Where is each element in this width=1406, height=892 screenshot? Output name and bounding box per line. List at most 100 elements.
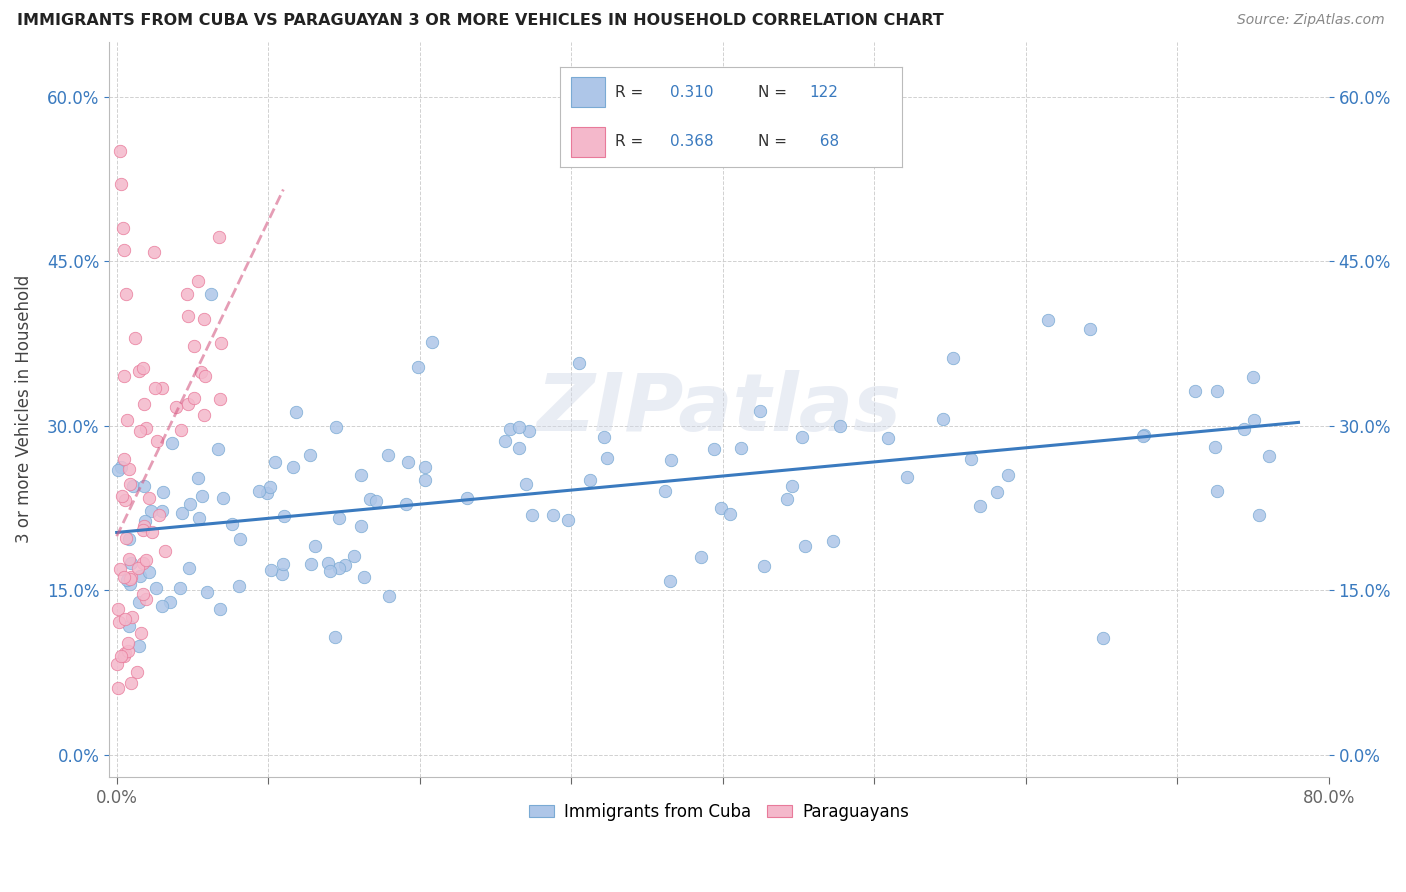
Point [120,572,142,586]
Y-axis label: 3 or more Vehicles in Household: 3 or more Vehicles in Household [15,276,32,543]
Point [150,599,173,614]
Point [593,430,616,444]
Point [117,619,139,633]
Point [654,483,676,498]
Point [793,539,815,553]
Point [730,441,752,455]
Point [718,507,741,521]
Point [160,436,183,450]
Point [264,455,287,469]
Point [107,681,129,695]
Point [138,491,160,506]
Point [145,582,167,596]
Point [207,442,229,457]
Point [120,576,142,591]
Point [298,448,321,462]
Point [169,582,191,596]
Point [456,491,478,505]
Point [191,489,214,503]
Point [112,648,135,663]
Point [187,274,209,288]
Point [543,508,565,522]
Point [176,286,198,301]
Point [135,421,157,435]
Point [118,462,141,476]
Point [350,467,373,482]
Text: Source: ZipAtlas.com: Source: ZipAtlas.com [1237,13,1385,28]
Point [271,557,294,571]
Point [142,245,165,260]
Point [596,451,619,466]
Point [304,539,326,553]
Point [150,503,173,517]
Point [179,497,201,511]
Point [117,552,139,566]
Point [1206,384,1229,398]
Point [689,549,711,564]
Point [177,561,200,575]
Point [703,442,725,456]
Point [1249,508,1271,522]
Legend: Immigrants from Cuba, Paraguayans: Immigrants from Cuba, Paraguayans [522,796,915,828]
Point [359,491,381,506]
Point [112,369,135,384]
Point [170,423,193,437]
Point [112,244,135,258]
Point [228,532,250,546]
Point [661,453,683,467]
Point [517,425,540,439]
Point [148,508,170,522]
Point [749,404,772,418]
Point [353,570,375,584]
Point [138,566,160,580]
Point [522,508,544,523]
Point [172,506,194,520]
Point [132,397,155,411]
Point [259,480,281,494]
Point [114,612,136,626]
Point [394,497,416,511]
Point [120,476,142,491]
Point [114,287,136,301]
Point [515,476,537,491]
Point [183,392,205,406]
Point [494,434,516,449]
Point [195,585,218,599]
Point [299,557,322,571]
Point [127,665,149,679]
Point [121,609,143,624]
Point [209,392,232,406]
Point [1233,422,1256,436]
Point [942,351,965,366]
Point [114,531,136,545]
Point [134,479,156,493]
Point [152,484,174,499]
Point [776,492,799,507]
Point [273,509,295,524]
Point [183,339,205,353]
Point [177,309,200,323]
Point [193,312,215,326]
Point [117,636,139,650]
Point [1243,413,1265,427]
Point [107,462,129,476]
Point [121,479,143,493]
Point [1241,370,1264,384]
Text: IMMIGRANTS FROM CUBA VS PARAGUAYAN 3 OR MORE VEHICLES IN HOUSEHOLD CORRELATION C: IMMIGRANTS FROM CUBA VS PARAGUAYAN 3 OR … [17,13,943,29]
Point [790,429,813,443]
Point [256,485,278,500]
Point [350,519,373,533]
Point [107,615,129,629]
Point [420,334,443,349]
Point [754,559,776,574]
Point [108,561,131,575]
Point [209,336,232,351]
Point [194,369,217,384]
Point [343,549,366,563]
Point [135,591,157,606]
Point [150,381,173,395]
Point [579,473,602,487]
Point [124,331,146,345]
Point [132,523,155,537]
Point [396,455,419,469]
